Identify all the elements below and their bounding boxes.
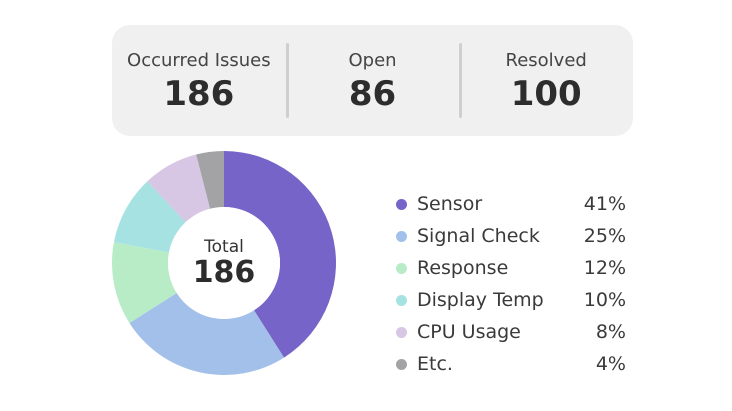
legend-percent: 10% [583,289,626,311]
chart-legend: Sensor 41% Signal Check 25% Response 12%… [396,188,626,380]
stat-value: 86 [348,74,397,114]
donut-center: Total 186 [112,151,336,375]
donut-chart-svg [112,151,336,375]
donut-slice-etc [196,151,224,209]
legend-item-display-temp: Display Temp 10% [396,284,626,316]
stat-value: 186 [163,74,235,114]
stat-label: Open [348,50,397,71]
legend-dot [396,326,407,338]
legend-item-sensor: Sensor 41% [396,188,626,220]
legend-label: CPU Usage [417,321,521,343]
legend-percent: 41% [583,193,626,215]
legend-dot [396,262,407,274]
donut-slice-signal-check [129,293,285,375]
legend-dot [396,198,407,210]
legend-item-etc: Etc. 4% [396,348,626,380]
legend-label: Signal Check [417,225,540,247]
legend-label: Etc. [417,353,453,375]
issue-summary-card: Occurred Issues 186 Open 86 Resolved 100 [112,25,633,136]
stat-occurred-issues: Occurred Issues 186 [112,25,286,136]
donut-chart: Total 186 [112,151,336,375]
legend-label: Display Temp [417,289,544,311]
stat-label: Resolved [505,50,587,71]
donut-hole [168,207,280,319]
legend-dot [396,230,407,242]
legend-dot [396,294,407,306]
stat-label: Occurred Issues [127,50,271,71]
stat-resolved: Resolved 100 [459,25,633,136]
legend-item-response: Response 12% [396,252,626,284]
legend-item-signal-check: Signal Check 25% [396,220,626,252]
donut-slice-display-temp [113,181,186,253]
stat-open: Open 86 [285,25,460,136]
stat-value: 100 [510,74,582,114]
legend-label: Response [417,257,509,279]
legend-percent: 4% [595,353,626,375]
legend-percent: 25% [583,225,626,247]
donut-center-title: Total [204,237,244,258]
donut-slice-sensor [224,151,336,358]
legend-percent: 12% [583,257,626,279]
donut-slice-response [112,242,177,324]
legend-label: Sensor [417,193,483,215]
legend-item-cpu-usage: CPU Usage 8% [396,316,626,348]
donut-center-value: 186 [192,255,256,291]
legend-dot [396,358,407,370]
legend-percent: 8% [595,321,626,343]
donut-slice-cpu-usage [147,154,211,223]
